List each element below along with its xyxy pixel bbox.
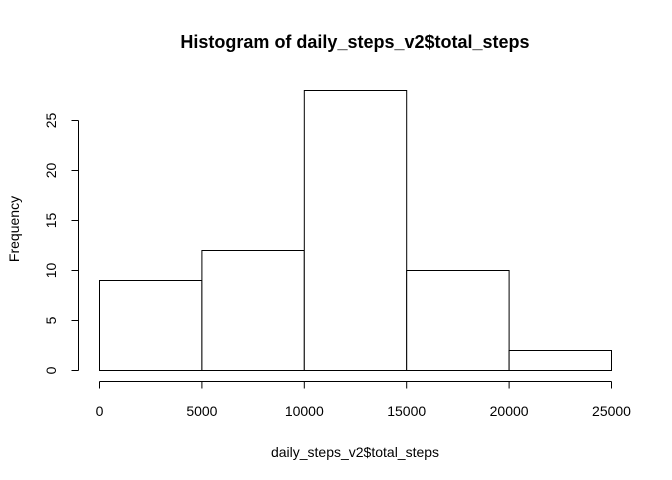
histogram-bar (201, 250, 305, 371)
x-tick-label: 10000 (285, 403, 324, 419)
x-tick-label: 25000 (592, 403, 631, 419)
x-tick-label: 15000 (387, 403, 426, 419)
y-tick-label: 15 (43, 213, 59, 229)
bars-group (99, 90, 613, 371)
x-axis-label: daily_steps_v2$total_steps (271, 444, 439, 460)
y-tick-label: 0 (43, 366, 59, 374)
x-axis: 0 5000 10000 15000 20000 25000 (96, 381, 631, 419)
histogram-bar (508, 350, 613, 371)
y-tick-label: 20 (43, 163, 59, 179)
chart-title: Histogram of daily_steps_v2$total_steps (180, 32, 529, 52)
histogram-bar (406, 270, 510, 371)
histogram-bar (303, 90, 408, 371)
y-tick-label: 25 (43, 113, 59, 129)
histogram-bar (99, 280, 203, 371)
y-axis: 0 5 10 15 20 25 (43, 113, 79, 374)
y-axis-label: Frequency (6, 196, 22, 262)
y-tick-label: 5 (43, 316, 59, 324)
y-tick-label: 10 (43, 263, 59, 279)
x-tick-label: 5000 (186, 403, 217, 419)
x-tick-label: 20000 (490, 403, 529, 419)
x-tick-label: 0 (96, 403, 104, 419)
